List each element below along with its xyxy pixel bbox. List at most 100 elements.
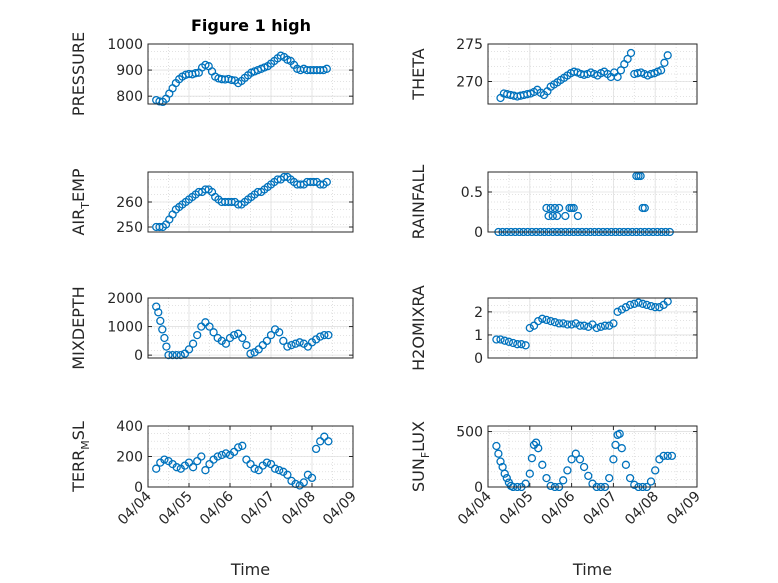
data-point (184, 345, 194, 354)
axes-box (487, 43, 698, 105)
data-point (621, 303, 631, 312)
data-point (500, 336, 509, 345)
x-tick-label: 04/05 (497, 489, 537, 529)
data-point (573, 211, 583, 221)
data-series (152, 302, 333, 360)
data-point (571, 319, 580, 328)
data-point (613, 72, 622, 82)
data-point (544, 211, 553, 221)
subplot-3: 250 260 AIRTEMP (69, 168, 354, 236)
data-point (258, 340, 267, 350)
data-point (513, 340, 522, 349)
y-tick-label: 200 (116, 450, 143, 466)
data-point (638, 299, 647, 308)
data-point (567, 320, 576, 329)
x-tick-label: 04/08 (279, 489, 319, 529)
data-point (492, 335, 501, 344)
data-series (496, 48, 672, 103)
data-point (538, 314, 547, 323)
data-point (262, 336, 272, 346)
data-point (254, 345, 263, 354)
figure-title: Figure 1 high (191, 16, 311, 35)
data-point (616, 66, 626, 75)
data-point (579, 462, 589, 472)
data-point (625, 300, 635, 310)
data-point (517, 340, 526, 349)
data-point (527, 454, 537, 463)
data-point (275, 328, 284, 337)
data-point (525, 469, 534, 478)
y-axis-label: AIRTEMP (69, 168, 92, 235)
data-point (160, 333, 169, 343)
data-point (500, 469, 509, 478)
data-point (611, 440, 620, 450)
data-point (559, 476, 568, 485)
data-point (246, 349, 255, 358)
data-point (279, 336, 288, 346)
data-point (238, 441, 247, 450)
data-point (242, 455, 251, 464)
data-point (550, 203, 560, 213)
data-point (320, 330, 329, 340)
data-point (168, 350, 177, 360)
axes-box (147, 297, 354, 359)
data-point (567, 455, 576, 464)
subplot-1: 800 900 1000 PRESSURE (69, 32, 354, 116)
data-point (496, 457, 505, 466)
data-point (534, 316, 543, 326)
y-tick-label: 1000 (107, 320, 143, 336)
data-point (625, 473, 635, 483)
data-point (492, 441, 501, 451)
data-point (154, 308, 163, 317)
data-point (209, 328, 218, 337)
data-point (600, 321, 610, 330)
y-tick-label: 2000 (107, 291, 143, 307)
y-axis-label: TERRMSL (69, 421, 92, 493)
data-point (542, 203, 551, 213)
x-tick-label: 04/06 (539, 488, 579, 528)
data-point (254, 466, 263, 475)
data-point (605, 321, 614, 330)
data-point (502, 473, 511, 483)
data-point (531, 438, 541, 447)
data-point (205, 459, 214, 469)
data-point (561, 211, 570, 221)
data-point (250, 464, 259, 473)
data-point (621, 460, 631, 469)
y-tick-label: 260 (116, 195, 143, 211)
data-point (172, 350, 181, 360)
data-point (160, 455, 169, 464)
x-axis-label: Time (572, 560, 612, 579)
data-point (307, 473, 317, 483)
subplot-2: 270 275 THETA (409, 37, 698, 105)
x-tick-label: 04/05 (156, 489, 196, 529)
data-point (609, 319, 618, 328)
data-point (646, 301, 656, 311)
data-point (494, 449, 503, 458)
data-point (642, 300, 651, 310)
y-tick-label: 0 (134, 348, 143, 364)
y-tick-label: 2 (474, 305, 483, 321)
data-point (227, 75, 236, 85)
data-point (295, 338, 304, 347)
data-point (266, 330, 276, 340)
data-point (221, 449, 231, 458)
data-point (504, 337, 514, 346)
data-point (525, 323, 534, 333)
data-point (229, 330, 239, 340)
data-point (554, 203, 564, 213)
y-tick-label: 275 (456, 37, 483, 53)
data-point (193, 456, 202, 466)
data-point (217, 450, 226, 460)
data-point (546, 481, 555, 491)
data-point (617, 305, 626, 314)
data-point (162, 342, 171, 351)
data-point (303, 342, 313, 351)
data-point (550, 318, 560, 327)
data-point (592, 323, 601, 333)
data-point (234, 329, 243, 338)
data-point (197, 322, 206, 331)
data-point (552, 211, 562, 221)
